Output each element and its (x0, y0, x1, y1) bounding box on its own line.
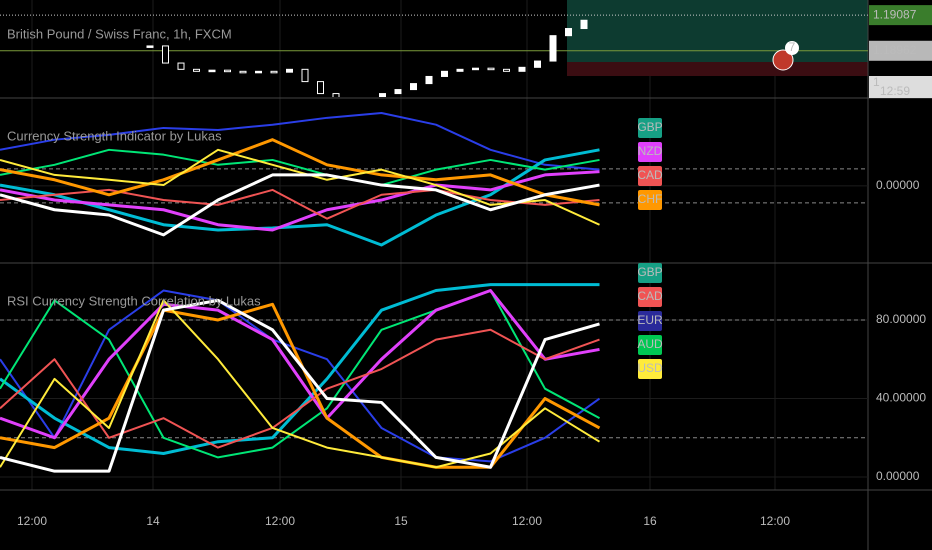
candle (549, 35, 557, 62)
currency-tag-bg (638, 190, 662, 210)
pane-title: RSI Currency Strength Correlation by Luk… (7, 293, 261, 308)
candle (580, 19, 588, 30)
time-label: 12:00 (265, 514, 295, 528)
candle (286, 68, 293, 73)
series-line (0, 111, 600, 171)
edge-label: 1 (873, 75, 880, 89)
series-line (0, 148, 600, 187)
price-label-bg (869, 5, 932, 26)
candle (301, 68, 309, 83)
currency-tag-bg (638, 142, 662, 162)
currency-tag-bg (638, 287, 662, 307)
currency-tag: GBP (637, 265, 662, 279)
time-label: 12:00 (512, 514, 542, 528)
candle (332, 93, 340, 97)
currency-tag-bg (638, 263, 662, 283)
candle (270, 70, 278, 74)
series-line (0, 173, 600, 237)
candle (177, 62, 185, 70)
candle (394, 89, 402, 95)
currency-tag-bg (638, 335, 662, 355)
price-label: 1.18962 (873, 43, 917, 57)
candle (208, 69, 216, 73)
strength-pane: 0.00000 GBP NZD CAD CHF (0, 111, 920, 247)
candle (503, 68, 510, 72)
candle (487, 67, 495, 71)
currency-tag: CAD (637, 289, 663, 303)
time-label: 16 (643, 514, 657, 528)
candle (518, 66, 526, 72)
candle (472, 67, 479, 71)
candle (239, 70, 247, 74)
currency-tag: NZD (638, 144, 663, 158)
time-label: 12:00 (760, 514, 790, 528)
candle (456, 68, 464, 72)
time-axis: 12:00 14 12:00 15 12:00 16 12:00 (17, 514, 790, 528)
candle (224, 69, 231, 73)
time-label: 12:00 (17, 514, 47, 528)
badge-count: 7 (789, 40, 796, 54)
currency-tag-bg (638, 311, 662, 331)
currency-tag-bg (638, 359, 662, 379)
price-label-bg (869, 40, 932, 61)
candle (255, 70, 262, 74)
position-profit-zone (567, 0, 868, 62)
series-line (0, 289, 600, 440)
y-tick-label: 0.00000 (876, 469, 920, 483)
badge-count-bg (785, 41, 799, 55)
edge-label-bg (869, 76, 932, 98)
y-tick-label: 0.00000 (876, 178, 920, 192)
candle (317, 81, 324, 95)
currency-tag-bg (638, 118, 662, 138)
currency-tag-bg (638, 166, 662, 186)
event-badge (772, 49, 794, 71)
candle (410, 83, 417, 91)
y-tick-label: 80.00000 (876, 312, 926, 326)
candle (162, 45, 169, 64)
currency-tag: CHF (638, 192, 663, 206)
currency-tag: EUR (637, 313, 663, 327)
price-pane (0, 14, 868, 97)
price-label: 1.19087 (873, 7, 917, 21)
currency-tag: CAD (637, 168, 663, 182)
candle (441, 70, 448, 77)
candle (565, 28, 572, 37)
currency-tag: AUD (637, 337, 663, 351)
position-loss-zone (567, 62, 868, 76)
series-line (0, 148, 600, 226)
currency-tag: USD (637, 361, 663, 375)
pane-title: British Pound / Swiss Franc, 1h, FXCM (7, 26, 232, 41)
series-line (0, 138, 600, 207)
candle (146, 45, 154, 48)
pane-title: Currency Strength Indicator by Lukas (7, 128, 222, 143)
countdown: 12:59 (880, 84, 910, 98)
candle (193, 68, 200, 72)
series-line (0, 289, 600, 459)
candle (379, 93, 386, 97)
rsi-pane: 0.00000 40.00000 80.00000 GBP CAD EUR AUD USD (0, 263, 926, 483)
series-line (0, 298, 600, 473)
currency-tag: GBP (637, 120, 662, 134)
time-label: 14 (146, 514, 160, 528)
candle (425, 75, 433, 85)
series-line (0, 302, 601, 469)
series-line (0, 170, 600, 232)
time-label: 15 (394, 514, 408, 528)
y-tick-label: 40.00000 (876, 391, 926, 405)
candle (534, 60, 541, 68)
